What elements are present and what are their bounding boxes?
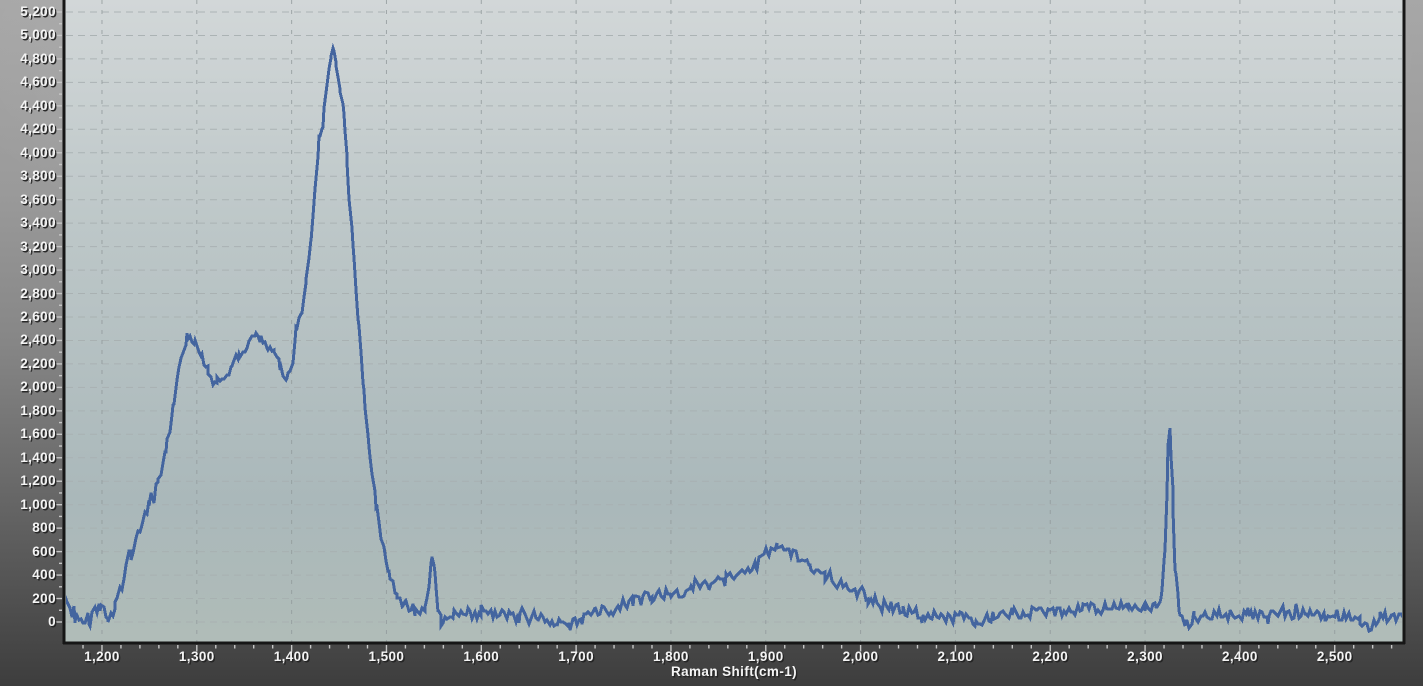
spectrum-line — [66, 42, 1402, 634]
plot-border — [62, 0, 1406, 645]
vertical-gridlines — [101, 0, 1336, 642]
plot-area[interactable] — [65, 0, 1403, 643]
tick-marks — [56, 11, 1393, 652]
horizontal-gridlines — [66, 11, 1402, 623]
